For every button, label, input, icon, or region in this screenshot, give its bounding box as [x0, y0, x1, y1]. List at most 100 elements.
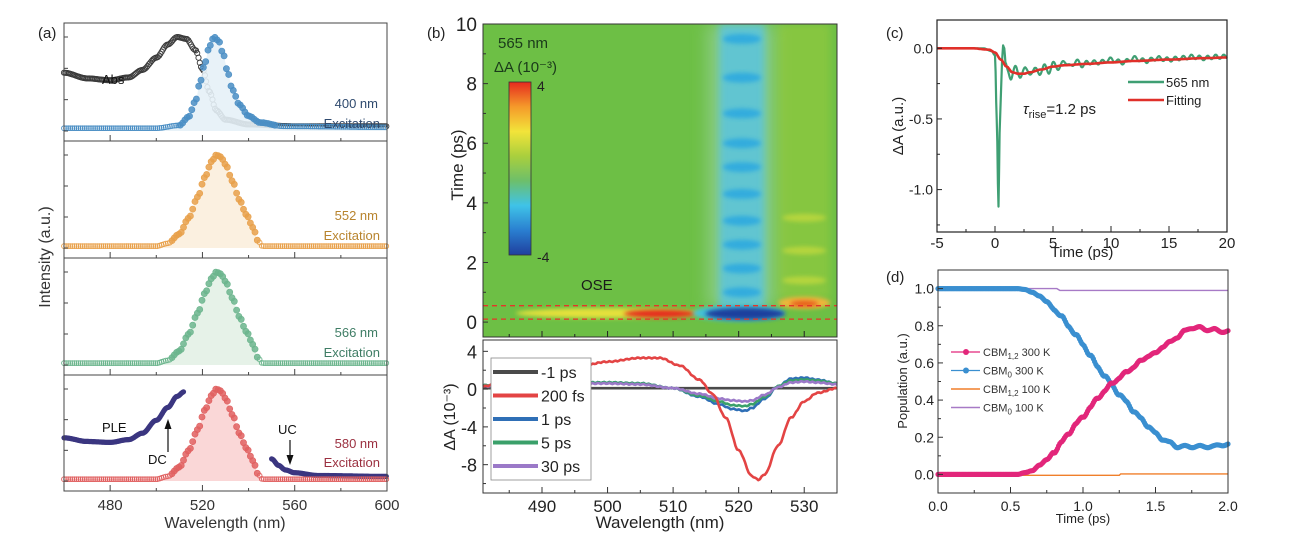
- data-point: [332, 123, 339, 130]
- data-point: [283, 360, 290, 366]
- data-point: [100, 125, 107, 132]
- data-point: [146, 476, 152, 483]
- y-tick-label: -8: [461, 456, 477, 476]
- x-tick-label: 520: [190, 497, 215, 514]
- panel-d: (d) 0.0 0.2 0.4 0.6 0.8 1.0 0.0 0.5 1.0 1.5 2.0 Ti…: [886, 269, 1238, 526]
- data-point: [300, 476, 307, 483]
- y-tick-label: 6: [466, 134, 477, 155]
- data-point: [123, 476, 130, 483]
- data-point: [113, 476, 119, 483]
- x-tick-label: 600: [374, 497, 399, 514]
- data-point: [146, 360, 152, 366]
- area-fill: [64, 272, 387, 365]
- sub1-annotation-line1: 400 nm: [335, 96, 378, 111]
- oscillation-blob: [722, 108, 762, 119]
- data-point: [339, 360, 346, 366]
- data-point: [196, 422, 204, 430]
- data-point: [220, 52, 228, 60]
- y-tick-label: 8: [466, 75, 477, 96]
- data-point: [379, 243, 386, 249]
- panel-b-heatmap: [483, 24, 837, 337]
- series-pl-566-nm: [61, 268, 390, 366]
- data-point: [370, 360, 377, 366]
- data-point: [186, 212, 194, 220]
- data-point: [348, 476, 354, 483]
- data-point: [320, 123, 326, 130]
- line-series-565nm: [936, 44, 1228, 208]
- data-point: [265, 243, 271, 249]
- data-point: [125, 243, 132, 249]
- data-point: [133, 360, 140, 366]
- data-point: [75, 125, 82, 132]
- colorbar-title: ΔA (10⁻³): [494, 59, 557, 76]
- data-point: [92, 476, 98, 483]
- oscillation-blob: [722, 138, 762, 149]
- data-point: [198, 296, 206, 304]
- data-point: [69, 243, 76, 249]
- data-point: [282, 123, 289, 130]
- data-point: [232, 93, 240, 100]
- data-point: [119, 360, 125, 366]
- data-point: [98, 360, 105, 366]
- data-point: [96, 360, 103, 366]
- data-point: [368, 243, 375, 249]
- data-point: [300, 243, 307, 249]
- data-point: [297, 123, 303, 130]
- data-point: [265, 360, 271, 366]
- data-point: [113, 360, 119, 366]
- panel-d-xlabel: Time (ps): [1056, 511, 1110, 526]
- data-point: [169, 123, 175, 129]
- data-point: [319, 476, 325, 483]
- x-tick-label: 1.0: [1073, 498, 1093, 514]
- data-point: [192, 95, 200, 103]
- panel-b-legend: -1 ps 200 fs 1 ps 5 ps 30 ps: [490, 357, 592, 481]
- data-point: [83, 476, 90, 483]
- data-point: [376, 124, 382, 131]
- data-point: [347, 124, 353, 130]
- data-point: [353, 124, 359, 130]
- data-point: [131, 360, 138, 366]
- data-point: [115, 360, 121, 366]
- data-point: [81, 476, 88, 483]
- data-point: [135, 243, 142, 249]
- data-point: [237, 315, 245, 323]
- data-point: [287, 476, 294, 483]
- data-point: [167, 123, 173, 130]
- data-point: [113, 125, 119, 132]
- data-point: [92, 243, 98, 249]
- data-point: [344, 124, 351, 130]
- legend-label-suffix: 300 K: [1012, 366, 1044, 378]
- data-point: [352, 476, 359, 483]
- data-point: [158, 124, 165, 131]
- legend-label-main: CBM: [983, 366, 1007, 378]
- data-point: [331, 476, 338, 483]
- line-series-CBM1-2-100-K: [938, 473, 1228, 476]
- data-point: [104, 476, 111, 483]
- data-point: [133, 125, 140, 132]
- data-point: [275, 476, 282, 483]
- x-tick-label: 520: [724, 497, 752, 516]
- data-point: [104, 125, 111, 132]
- data-point: [288, 123, 295, 130]
- ose-label: OSE: [581, 277, 613, 294]
- data-point: [312, 243, 319, 249]
- data-point: [281, 243, 288, 249]
- x-tick-label: 500: [593, 497, 621, 516]
- data-point: [137, 360, 144, 366]
- data-point: [337, 360, 344, 366]
- data-point: [90, 125, 96, 132]
- spectra-frame: [482, 339, 838, 494]
- data-point: [222, 65, 230, 73]
- data-point: [223, 280, 231, 288]
- sub4-annotation-line2: Excitation: [324, 455, 380, 470]
- data-point: [302, 476, 309, 483]
- data-point: [362, 360, 369, 366]
- data-point: [152, 360, 159, 366]
- data-point: [279, 243, 286, 249]
- data-point: [335, 476, 342, 483]
- data-point: [164, 123, 171, 130]
- data-point: [150, 476, 157, 483]
- data-point: [298, 476, 305, 483]
- line-series-fitting: [937, 47, 1227, 75]
- data-point: [71, 243, 78, 249]
